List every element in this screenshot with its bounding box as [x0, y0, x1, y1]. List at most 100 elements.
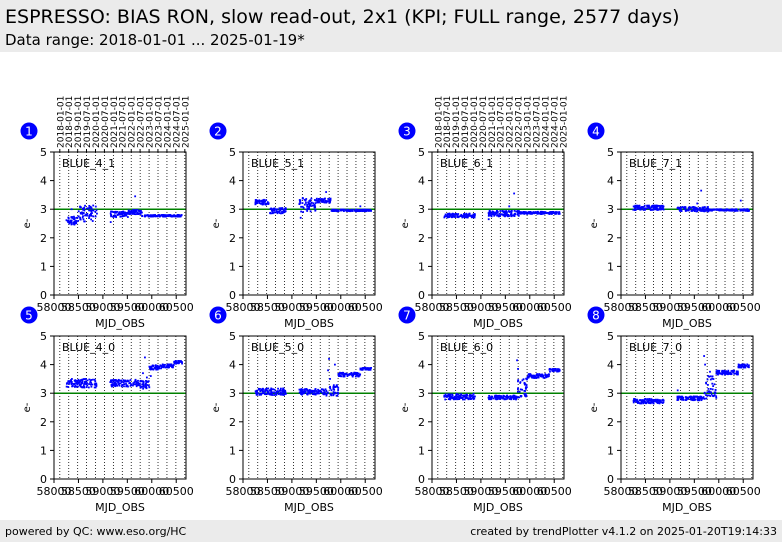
data-point	[718, 208, 721, 211]
data-point	[678, 396, 681, 399]
data-point	[357, 372, 360, 375]
data-point	[181, 362, 183, 365]
data-point	[706, 394, 709, 397]
data-point	[300, 389, 302, 392]
data-point	[643, 204, 646, 207]
data-point	[449, 398, 452, 401]
data-point	[338, 373, 340, 376]
data-point	[148, 214, 150, 217]
data-point	[118, 384, 121, 387]
data-point	[642, 401, 645, 403]
data-point	[487, 396, 490, 399]
data-point	[450, 213, 453, 216]
y-tick-label: 5	[607, 330, 614, 343]
data-point	[632, 401, 635, 404]
data-point	[77, 382, 79, 385]
data-point	[456, 216, 459, 218]
data-point	[275, 208, 277, 211]
plot-grid: 012345580005850059000595006000060500MJD_…	[20, 96, 761, 514]
x-tick-label: 60500	[726, 301, 761, 314]
data-point	[121, 383, 124, 386]
data-point	[495, 398, 498, 401]
data-point	[315, 199, 318, 202]
data-point	[141, 214, 143, 217]
data-point	[707, 383, 709, 386]
data-point	[704, 209, 707, 212]
data-point	[635, 401, 638, 403]
data-point	[520, 395, 523, 397]
panel-number-badge	[209, 306, 227, 324]
data-point	[721, 370, 723, 373]
data-point	[712, 208, 715, 211]
data-point	[651, 205, 653, 208]
data-point	[498, 212, 501, 215]
data-point	[450, 395, 452, 398]
date-tick-label: 2021-01-01	[110, 96, 120, 148]
data-point	[500, 395, 502, 398]
data-point	[536, 374, 539, 377]
data-point	[270, 393, 273, 396]
data-point	[90, 213, 92, 216]
data-point	[685, 396, 688, 399]
data-point	[344, 373, 347, 375]
data-point	[364, 368, 367, 371]
data-point	[712, 385, 715, 388]
data-point	[70, 223, 73, 226]
panel-number-badge	[209, 122, 227, 140]
data-point	[704, 208, 707, 211]
data-point	[161, 215, 164, 218]
data-point	[267, 202, 270, 205]
x-tick-label: 59500	[299, 485, 334, 498]
data-point	[110, 383, 113, 386]
data-point	[139, 385, 142, 387]
data-point	[443, 395, 446, 398]
data-point	[508, 215, 510, 217]
data-point	[280, 392, 283, 394]
data-point	[264, 388, 267, 391]
data-point	[357, 375, 360, 378]
data-point	[262, 203, 264, 205]
data-point	[341, 371, 344, 374]
data-point	[257, 388, 260, 391]
y-tick-label: 2	[607, 416, 614, 429]
data-point	[460, 213, 463, 216]
data-point	[318, 199, 320, 202]
data-point	[117, 379, 120, 382]
data-point	[70, 380, 73, 383]
data-point	[693, 210, 696, 213]
data-point	[684, 209, 687, 212]
data-point	[346, 374, 349, 376]
data-point	[114, 214, 117, 217]
data-point	[735, 208, 738, 211]
data-point	[473, 214, 476, 217]
data-point	[711, 209, 714, 212]
data-point	[743, 364, 746, 367]
data-point	[324, 388, 327, 391]
x-tick-label: 58500	[61, 485, 96, 498]
data-point	[724, 373, 726, 376]
data-point	[351, 374, 353, 377]
data-point	[262, 387, 264, 390]
data-point	[163, 215, 166, 217]
data-point	[164, 366, 167, 369]
data-point	[276, 212, 279, 215]
data-point	[137, 381, 139, 384]
outlier-point	[709, 370, 711, 373]
data-point	[746, 363, 749, 366]
data-point	[657, 208, 660, 211]
data-point	[637, 207, 640, 210]
data-point	[678, 208, 681, 211]
data-point	[506, 397, 509, 400]
data-point	[278, 210, 281, 213]
data-point	[259, 390, 262, 393]
data-point	[558, 212, 561, 215]
data-point	[509, 396, 512, 399]
data-point	[273, 391, 275, 394]
data-point	[129, 210, 132, 213]
data-point	[71, 378, 73, 380]
outlier-point	[149, 375, 152, 377]
data-point	[453, 396, 456, 398]
plot-frame	[242, 335, 376, 480]
data-point	[335, 384, 338, 387]
